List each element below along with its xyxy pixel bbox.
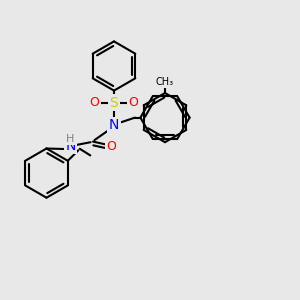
Text: N: N: [65, 139, 76, 153]
Text: S: S: [110, 96, 118, 110]
Text: O: O: [90, 96, 99, 109]
Text: O: O: [129, 96, 138, 109]
Text: CH₃: CH₃: [156, 76, 174, 87]
Text: N: N: [109, 118, 119, 132]
Text: O: O: [107, 140, 116, 153]
Text: H: H: [66, 134, 74, 144]
